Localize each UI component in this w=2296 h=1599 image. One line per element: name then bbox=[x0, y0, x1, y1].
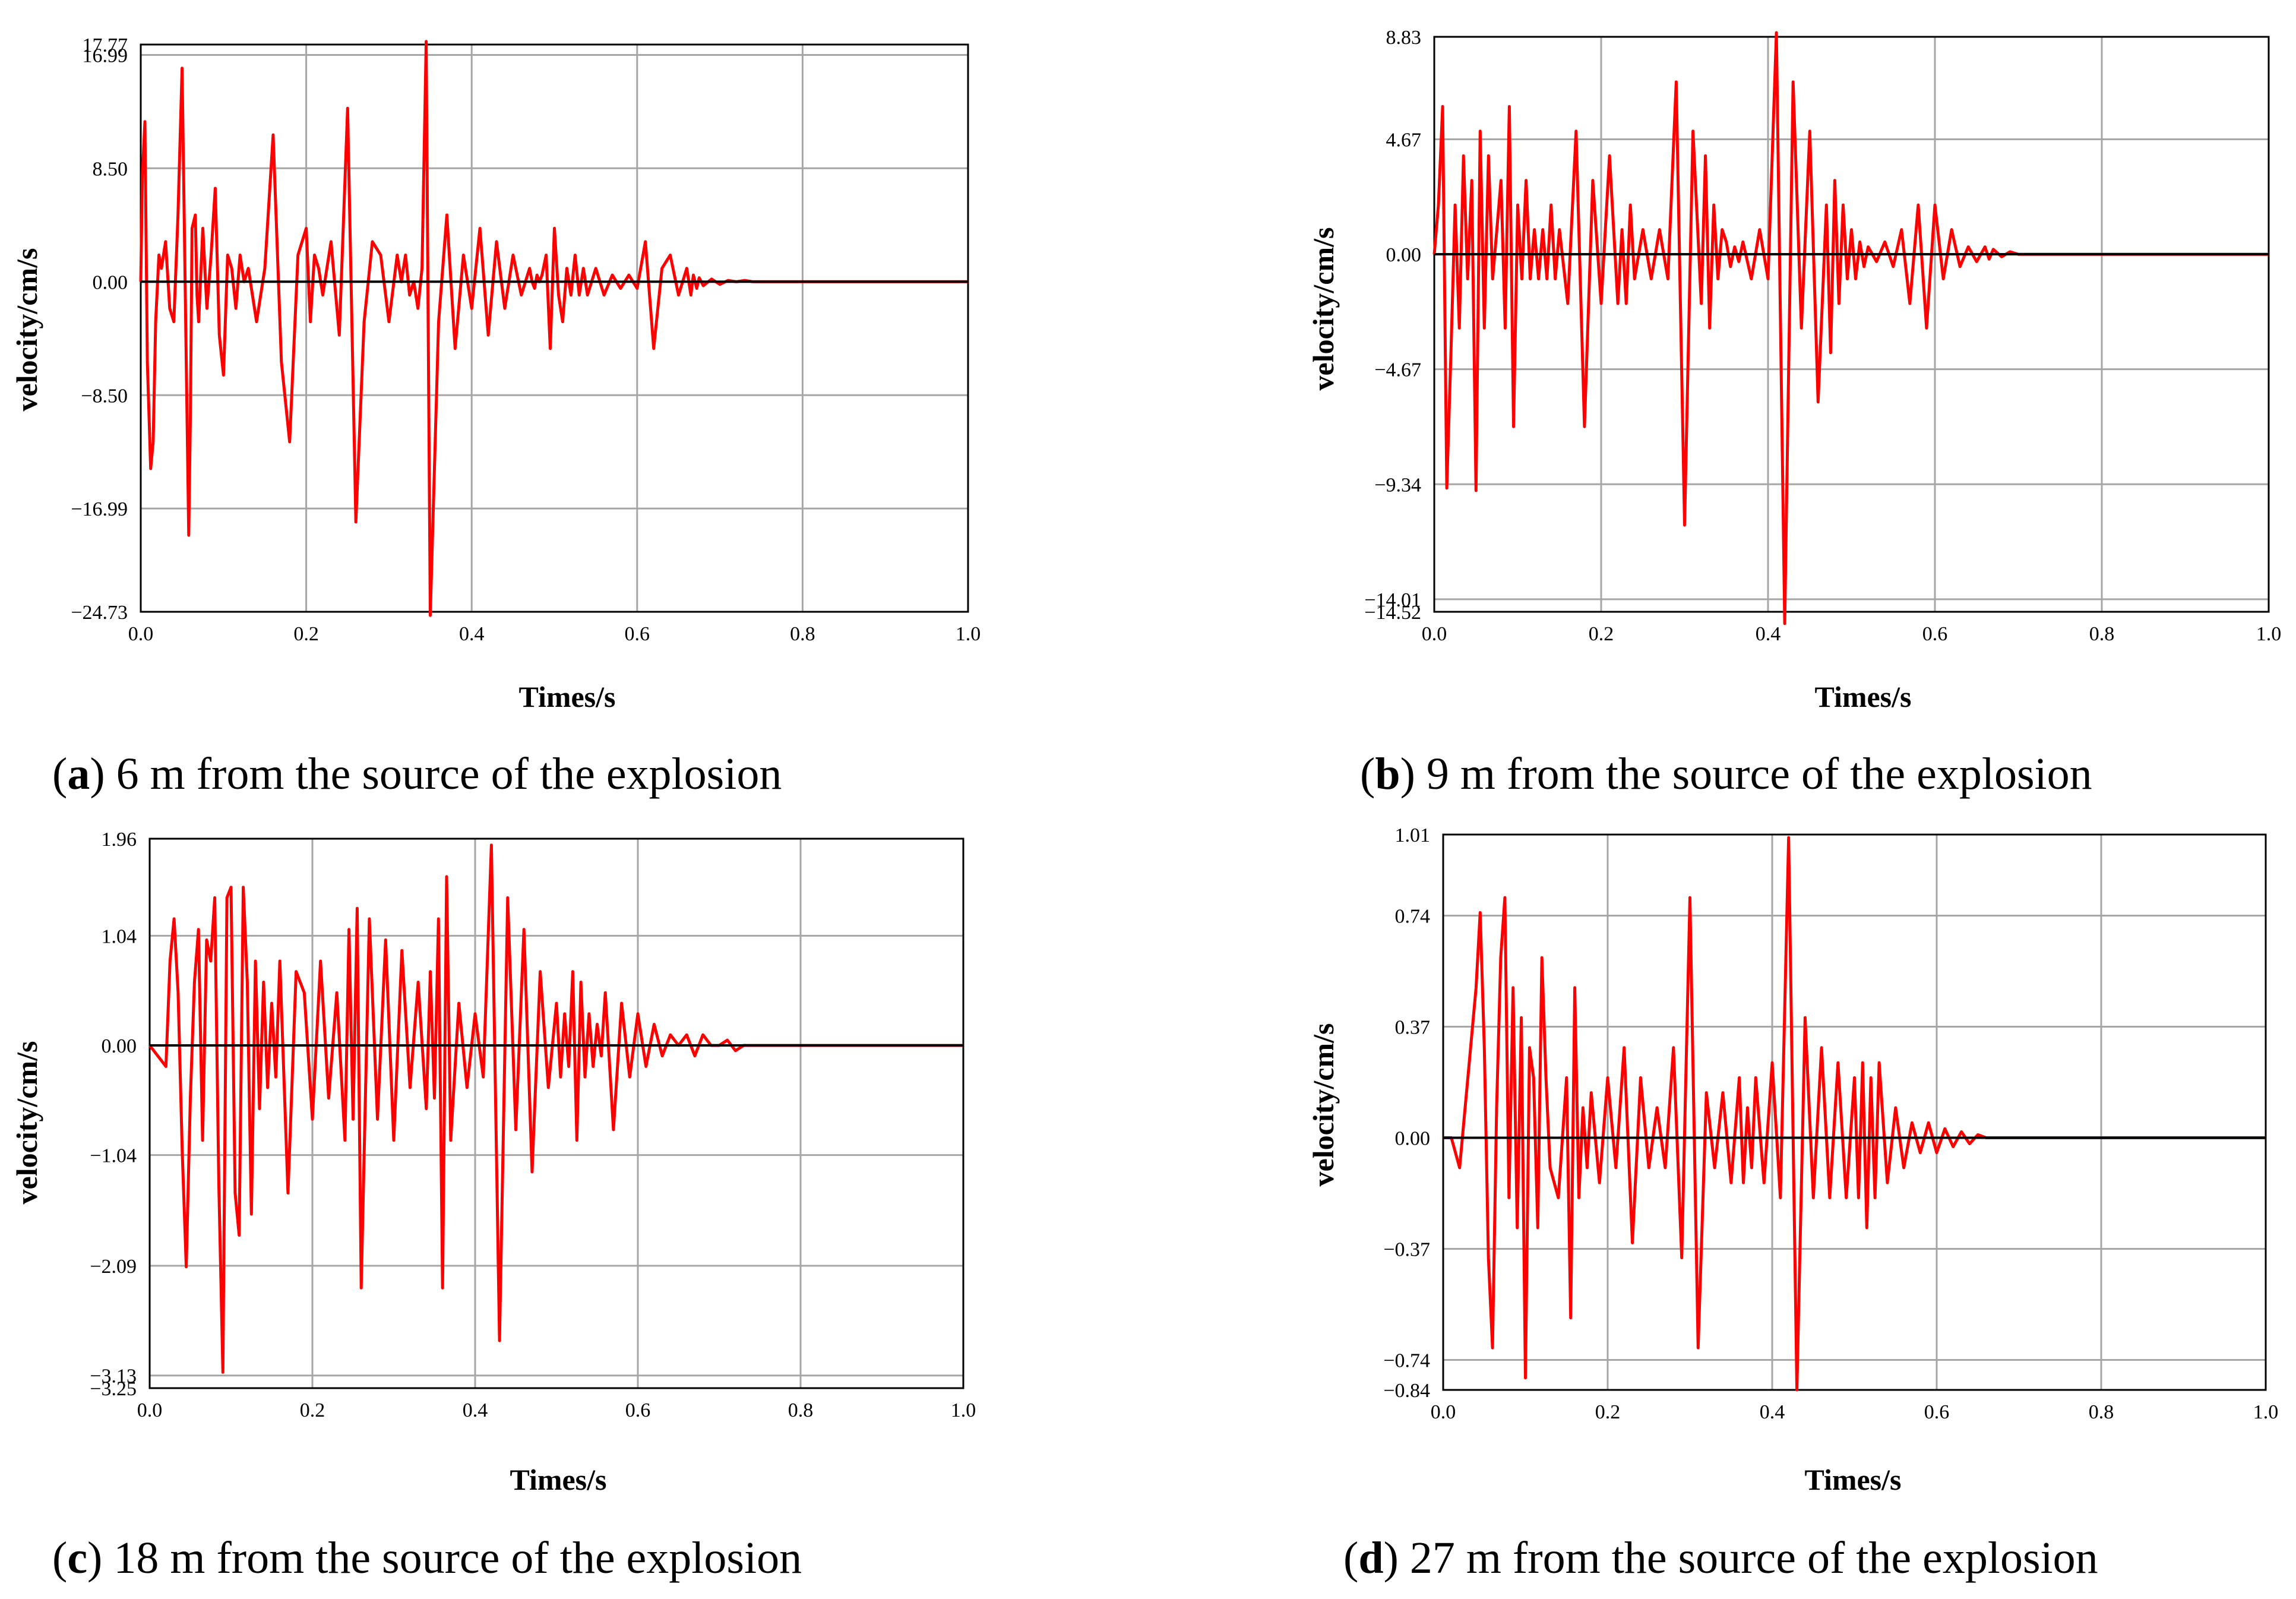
y-tick-label: −24.73 bbox=[71, 602, 128, 624]
panel-caption: (d) 27 m from the source of the explosio… bbox=[1343, 1533, 2098, 1583]
y-tick-label: 8.50 bbox=[93, 158, 128, 180]
x-tick-label: 0.4 bbox=[1760, 1401, 1785, 1423]
x-axis-label: Times/s bbox=[1805, 1463, 1902, 1496]
x-tick-label: 0.2 bbox=[1595, 1401, 1621, 1423]
x-tick-label: 1.0 bbox=[956, 623, 981, 645]
x-tick-label: 0.0 bbox=[137, 1399, 163, 1421]
y-tick-label: −3.25 bbox=[90, 1378, 137, 1400]
x-tick-label: 0.2 bbox=[300, 1399, 325, 1421]
y-tick-label: 4.67 bbox=[1386, 129, 1422, 151]
y-tick-label: 0.00 bbox=[102, 1035, 137, 1057]
caption-text: ) 9 m from the source of the explosion bbox=[1400, 749, 2092, 799]
chart-panel-c: 0.0 0.2 0.4 0.6 0.8 1.0 1.96 1.04 0.00 −1.04 −2.09… bbox=[10, 829, 976, 1583]
panel-caption: (a) 6 m from the source of the explosion bbox=[52, 749, 782, 799]
x-tick-label: 0.4 bbox=[459, 623, 485, 645]
series-line-velocity bbox=[139, 40, 968, 617]
caption-open-paren: ( bbox=[1360, 749, 1375, 799]
plot-frame bbox=[140, 43, 969, 613]
x-tick-label: 0.0 bbox=[1422, 623, 1447, 645]
caption-open-paren: ( bbox=[52, 749, 67, 799]
y-tick-label: −0.84 bbox=[1383, 1380, 1430, 1402]
caption-letter: d bbox=[1358, 1533, 1383, 1583]
plot-frame bbox=[1433, 36, 2270, 613]
x-tick-label: 0.4 bbox=[463, 1399, 488, 1421]
caption-text: ) 6 m from the source of the explosion bbox=[90, 749, 782, 799]
x-tick-label: 0.8 bbox=[788, 1399, 814, 1421]
y-tick-label: −4.67 bbox=[1374, 359, 1421, 381]
x-tick-label: 1.0 bbox=[951, 1399, 976, 1421]
x-tick-label: 0.8 bbox=[2089, 623, 2115, 645]
y-axis-label: velocity/cm/s bbox=[10, 248, 43, 412]
y-tick-label: −14.52 bbox=[1364, 602, 1421, 624]
x-tick-label: 1.0 bbox=[2256, 623, 2282, 645]
series-line-velocity bbox=[1443, 836, 2266, 1392]
y-axis-label: velocity/cm/s bbox=[10, 1041, 43, 1205]
y-tick-label: −14.01 bbox=[1364, 589, 1421, 611]
y-tick-label: 0.00 bbox=[93, 271, 128, 293]
x-tick-label: 0.6 bbox=[1922, 623, 1948, 645]
series-line-velocity bbox=[148, 843, 963, 1374]
x-axis-label: Times/s bbox=[1815, 680, 1912, 713]
y-tick-label: −0.74 bbox=[1383, 1350, 1430, 1372]
x-tick-label: 0.2 bbox=[293, 623, 319, 645]
panel-caption: (c) 18 m from the source of the explosio… bbox=[52, 1533, 802, 1583]
x-tick-label: 0.8 bbox=[790, 623, 815, 645]
y-tick-label: 0.74 bbox=[1395, 905, 1431, 927]
plot-frame bbox=[148, 838, 964, 1389]
y-tick-label: 8.83 bbox=[1386, 27, 1422, 49]
x-tick-label: 0.6 bbox=[625, 623, 650, 645]
x-tick-label: 0.0 bbox=[128, 623, 154, 645]
y-tick-label: −16.99 bbox=[71, 498, 128, 520]
x-tick-label: 0.4 bbox=[1756, 623, 1781, 645]
y-tick-label: −0.37 bbox=[1383, 1238, 1430, 1260]
panel-caption: (b) 9 m from the source of the explosion bbox=[1360, 749, 2092, 799]
y-tick-label: −1.04 bbox=[90, 1145, 137, 1167]
x-tick-label: 0.6 bbox=[1924, 1401, 1950, 1423]
caption-text: ) 27 m from the source of the explosion bbox=[1384, 1533, 2098, 1583]
chart-panel-b: 0.0 0.2 0.4 0.6 0.8 1.0 8.83 4.67 0.00 −4.67 −9.34… bbox=[1307, 27, 2281, 799]
caption-text: ) 18 m from the source of the explosion bbox=[87, 1533, 802, 1583]
y-tick-label: 1.96 bbox=[102, 829, 137, 851]
caption-letter: a bbox=[67, 749, 90, 799]
caption-letter: c bbox=[67, 1533, 87, 1583]
caption-open-paren: ( bbox=[1343, 1533, 1358, 1583]
caption-letter: b bbox=[1375, 749, 1400, 799]
x-axis-label: Times/s bbox=[519, 680, 616, 713]
x-tick-label: 0.0 bbox=[1431, 1401, 1456, 1423]
x-tick-label: 1.0 bbox=[2253, 1401, 2279, 1423]
x-tick-label: 0.2 bbox=[1589, 623, 1614, 645]
y-tick-label: −8.50 bbox=[81, 385, 128, 407]
x-tick-label: 0.6 bbox=[625, 1399, 651, 1421]
y-tick-label: 0.37 bbox=[1395, 1016, 1431, 1038]
x-axis-label: Times/s bbox=[510, 1463, 607, 1496]
y-tick-label: 0.00 bbox=[1395, 1127, 1431, 1149]
y-tick-label: 17.77 bbox=[83, 34, 128, 56]
caption-open-paren: ( bbox=[52, 1533, 67, 1583]
y-tick-label: 1.04 bbox=[102, 925, 137, 947]
y-axis-label: velocity/cm/s bbox=[1307, 1023, 1340, 1187]
y-tick-label: 0.00 bbox=[1386, 244, 1422, 266]
chart-panel-d: 0.0 0.2 0.4 0.6 0.8 1.0 1.01 0.74 0.37 0.00 −0.37 −… bbox=[1307, 824, 2278, 1583]
plot-frame bbox=[1442, 833, 2267, 1391]
series-line-velocity bbox=[1432, 31, 2269, 625]
y-tick-label: −3.13 bbox=[90, 1366, 137, 1388]
y-axis-label: velocity/cm/s bbox=[1307, 227, 1340, 391]
x-tick-label: 0.8 bbox=[2089, 1401, 2114, 1423]
y-tick-label: −2.09 bbox=[90, 1256, 137, 1278]
y-tick-label: 1.01 bbox=[1395, 824, 1431, 846]
y-tick-label: −9.34 bbox=[1374, 474, 1421, 496]
y-tick-label: 16.99 bbox=[83, 45, 128, 67]
